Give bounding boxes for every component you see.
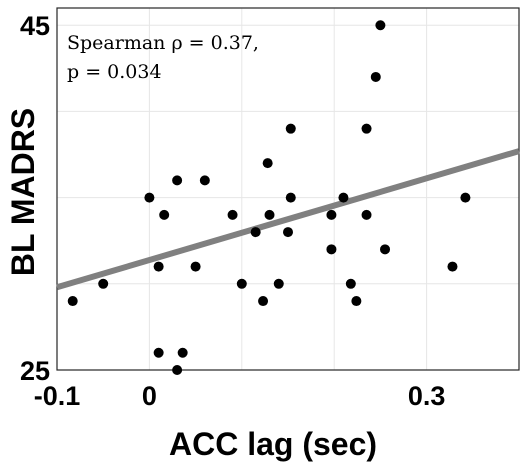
data-point xyxy=(250,227,261,238)
regression-line xyxy=(56,148,520,291)
data-point xyxy=(190,261,201,272)
data-point xyxy=(370,71,381,82)
data-point xyxy=(326,209,337,220)
data-point xyxy=(361,123,372,134)
x-tick-label: -0.1 xyxy=(34,381,81,411)
x-axis-label: ACC lag (sec) xyxy=(169,426,377,462)
data-point xyxy=(172,175,183,186)
data-points xyxy=(67,20,471,375)
y-tick-label: 25 xyxy=(20,356,50,386)
data-point xyxy=(283,227,293,238)
data-point xyxy=(67,296,78,307)
tick-labels: -0.1 0 0.3 25 45 xyxy=(20,11,445,411)
data-point xyxy=(375,20,386,31)
data-point xyxy=(258,296,269,307)
data-point xyxy=(153,261,164,272)
data-point xyxy=(345,278,356,289)
data-point xyxy=(285,192,296,203)
annotation-line-1: Spearman ρ = 0.37, xyxy=(67,32,259,54)
data-point xyxy=(98,278,109,289)
data-point xyxy=(262,158,273,169)
data-point xyxy=(380,244,391,255)
data-point xyxy=(264,209,275,220)
data-point xyxy=(361,209,372,220)
data-point xyxy=(351,296,362,307)
y-tick-label: 45 xyxy=(20,11,50,41)
data-point xyxy=(285,123,296,134)
data-point xyxy=(177,347,188,358)
data-point xyxy=(159,209,170,220)
data-point xyxy=(172,365,183,375)
data-point xyxy=(199,175,210,186)
data-point xyxy=(227,209,238,220)
x-tick-label: 0.3 xyxy=(408,381,446,411)
x-tick-label: 0 xyxy=(142,381,157,411)
y-axis-label: BL MADRS xyxy=(5,108,41,276)
data-point xyxy=(460,192,471,203)
data-point xyxy=(273,278,284,289)
data-point xyxy=(447,261,458,272)
data-point xyxy=(326,244,337,255)
plot-frame xyxy=(56,7,520,371)
data-point xyxy=(236,278,247,289)
fit-line-group xyxy=(56,148,520,291)
data-point xyxy=(144,192,155,203)
data-point xyxy=(153,347,164,358)
data-point xyxy=(338,192,349,203)
annotation-line-2: p = 0.034 xyxy=(67,61,162,83)
